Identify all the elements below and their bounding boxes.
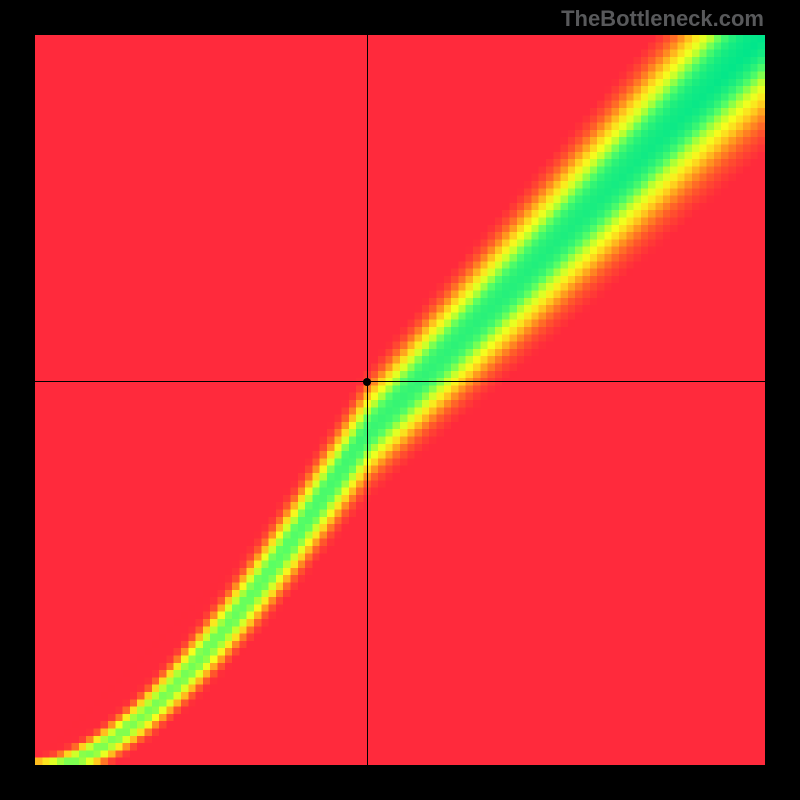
watermark-text: TheBottleneck.com <box>561 6 764 32</box>
crosshair-horizontal <box>35 381 765 382</box>
crosshair-vertical <box>367 35 368 765</box>
bottleneck-heatmap <box>35 35 765 765</box>
crosshair-point <box>363 378 371 386</box>
